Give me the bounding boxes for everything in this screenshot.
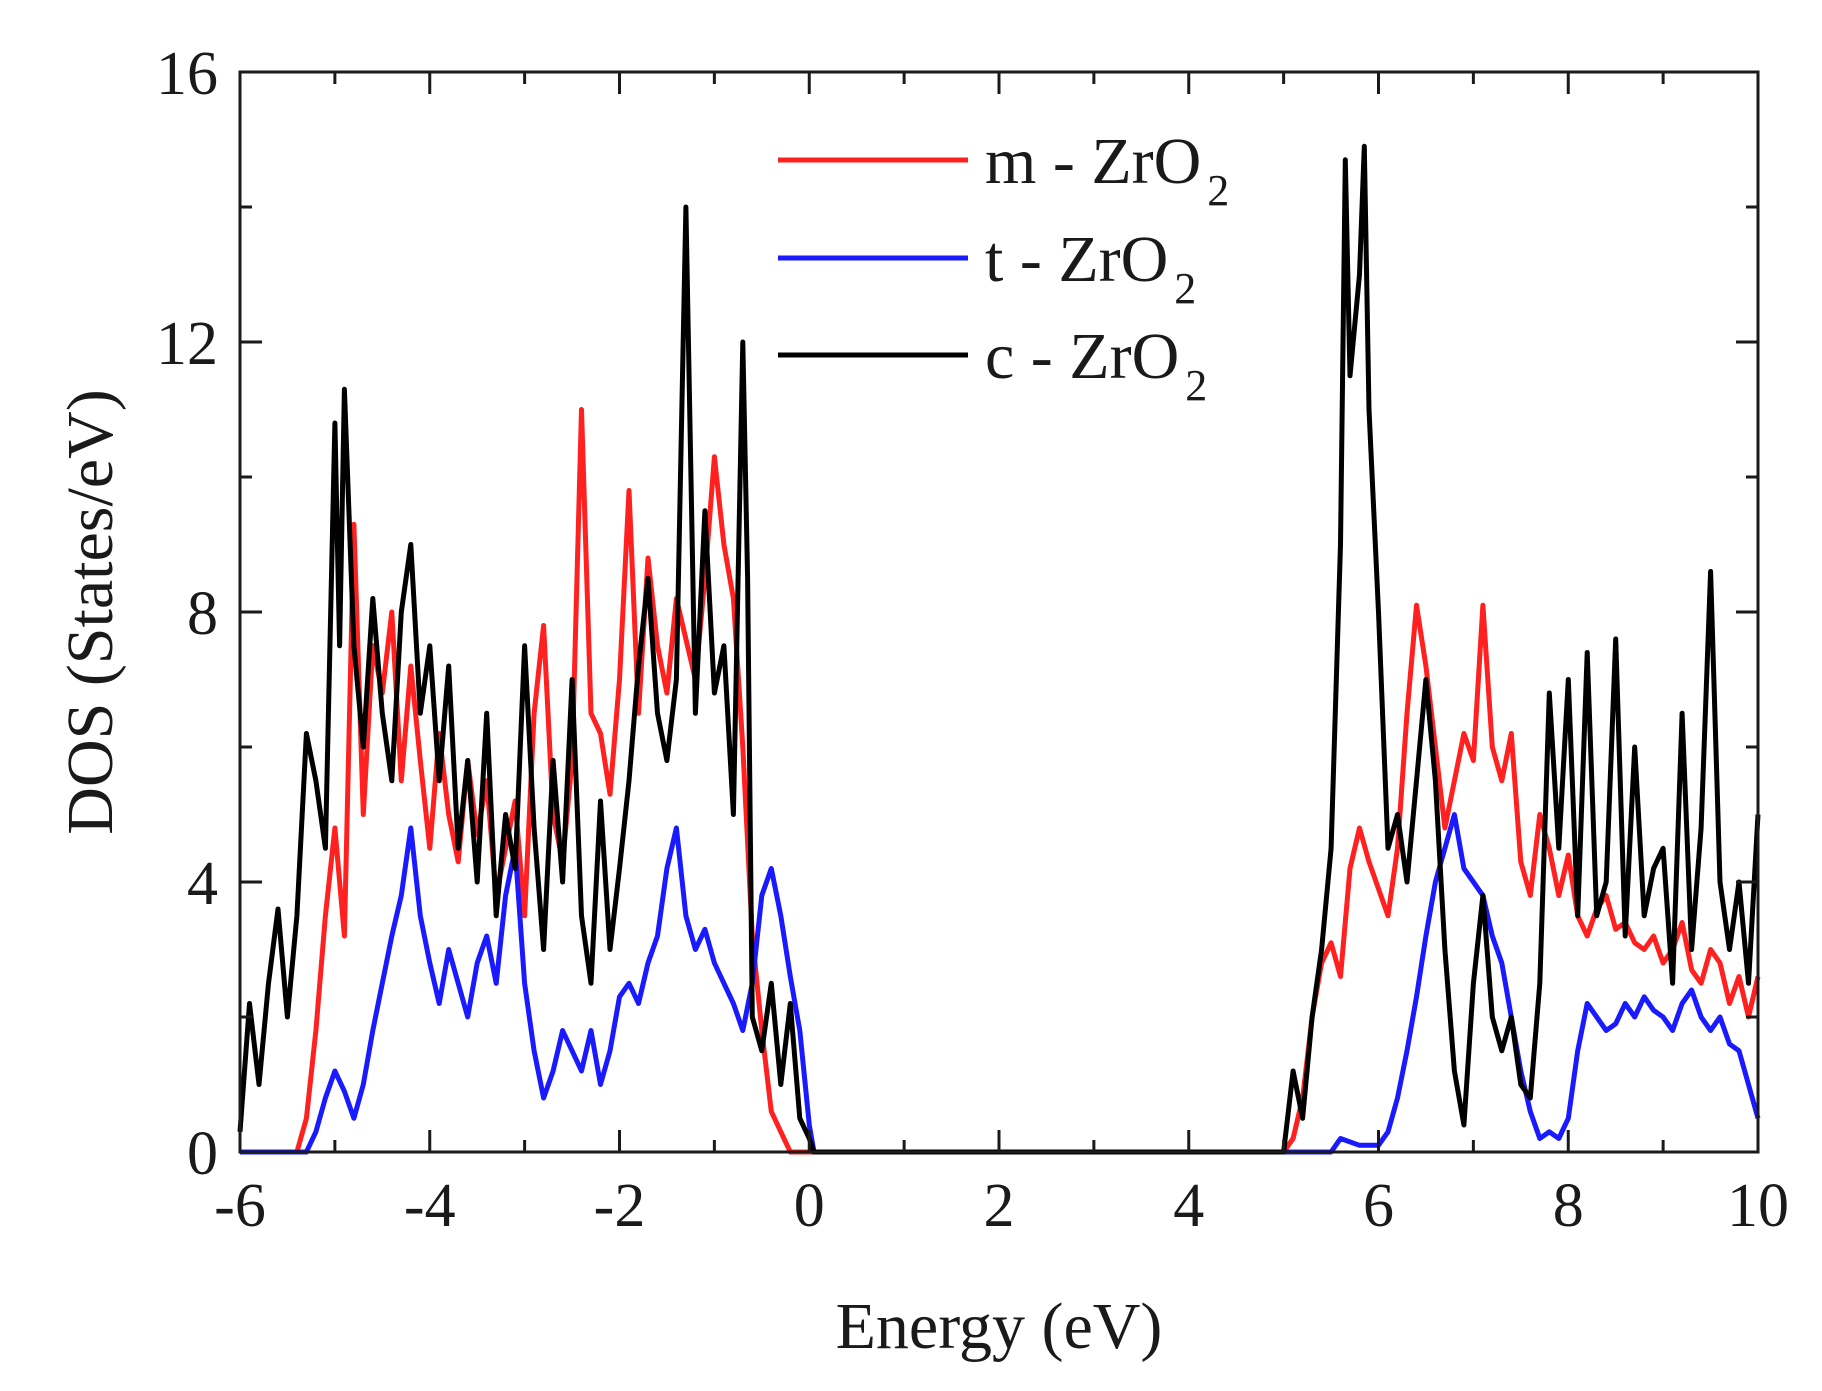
tick-marks (238, 70, 1760, 1154)
legend-main-c-zro2: c - ZrO (985, 320, 1179, 393)
y-tick-label: 0 (187, 1120, 218, 1188)
legend-sub-m-zro2: 2 (1207, 166, 1229, 215)
x-tick-labels: -6 -4 -2 0 2 4 6 8 10 (214, 1172, 1789, 1240)
series-line-t-zro2 (240, 812, 1761, 1155)
legend-main-m-zro2: m - ZrO (985, 125, 1201, 198)
legend-sub-c-zro2: 2 (1185, 361, 1207, 410)
series-line-c-zro2 (237, 143, 1761, 1155)
legend-label-t-zro2: t - ZrO 2 (985, 223, 1196, 313)
legend-label-c-zro2: c - ZrO 2 (985, 320, 1207, 410)
x-tick-label: 4 (1173, 1172, 1204, 1240)
x-tick-label: 10 (1727, 1172, 1789, 1240)
y-tick-label: 4 (187, 850, 218, 918)
x-tick-label: -2 (594, 1172, 646, 1240)
y-tick-label: 8 (187, 580, 218, 648)
legend-sub-t-zro2: 2 (1174, 264, 1196, 313)
legend-main-t-zro2: t - ZrO (985, 223, 1168, 296)
y-tick-labels: 0 4 8 12 16 (156, 40, 218, 1188)
x-tick-label: 6 (1363, 1172, 1394, 1240)
y-axis-label: DOS (States/eV) (54, 389, 127, 834)
legend-label-m-zro2: m - ZrO 2 (985, 125, 1229, 215)
x-tick-label: 2 (984, 1172, 1015, 1240)
x-tick-label: -4 (404, 1172, 456, 1240)
x-tick-label: -6 (214, 1172, 266, 1240)
x-axis-label: Energy (eV) (836, 1290, 1163, 1363)
x-tick-label: 8 (1553, 1172, 1584, 1240)
x-tick-label: 0 (794, 1172, 825, 1240)
y-tick-label: 12 (156, 310, 218, 378)
legend: m - ZrO 2 t - ZrO 2 c - ZrO 2 (778, 125, 1229, 410)
y-tick-label: 16 (156, 40, 218, 108)
